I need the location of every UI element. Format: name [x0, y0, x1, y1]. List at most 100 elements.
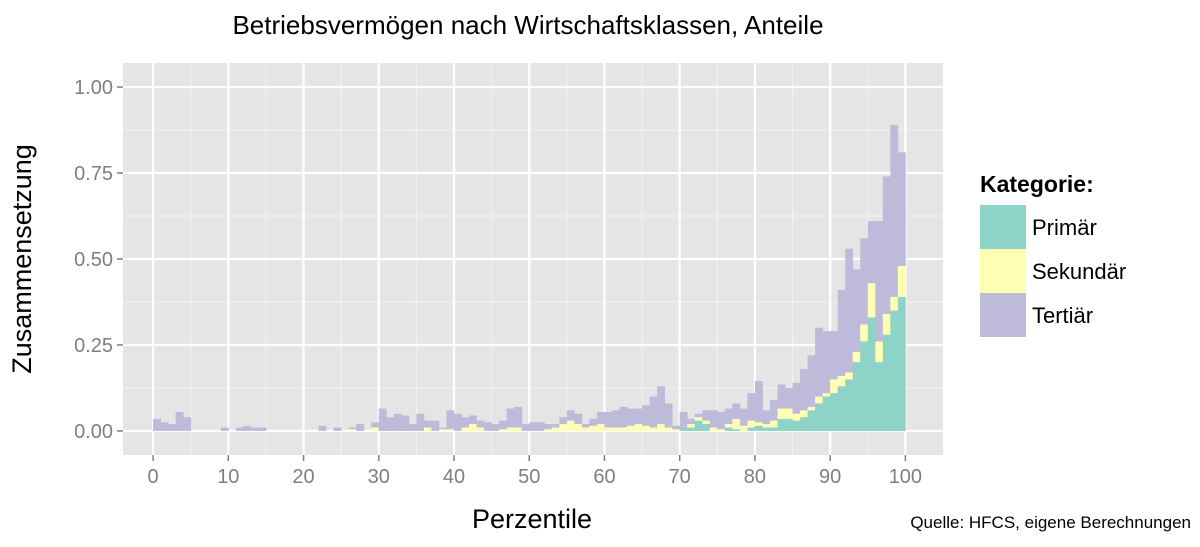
bar-segment — [634, 424, 643, 431]
bar-segment — [739, 425, 748, 431]
legend-key-tertiaer — [980, 293, 1026, 337]
bar-segment — [423, 427, 432, 431]
bar-segment — [837, 375, 846, 387]
bar-segment — [747, 427, 756, 431]
bar-segment — [822, 396, 831, 431]
bar-segment — [175, 412, 184, 431]
bar-segment — [581, 427, 590, 431]
y-tick-label: 0.75 — [74, 163, 113, 185]
bar-segment — [574, 424, 583, 431]
bar-segment — [777, 418, 786, 431]
bar-segment — [890, 124, 899, 297]
bar-segment — [551, 424, 560, 428]
bar-segment — [386, 417, 395, 431]
bar-segment — [739, 408, 748, 426]
bars — [153, 124, 906, 431]
bar-segment — [845, 379, 854, 431]
x-tick-label: 80 — [744, 466, 766, 488]
bar-segment — [469, 415, 477, 425]
bar-segment — [423, 420, 432, 428]
bar-segment — [860, 341, 869, 431]
legend-label-primaer: Primär — [1032, 215, 1097, 240]
bar-segment — [378, 408, 387, 431]
bar-segment — [724, 424, 733, 428]
bar-segment — [875, 362, 884, 431]
bar-segment — [724, 408, 733, 425]
legend-key-sekundaer — [980, 249, 1026, 293]
bar-segment — [830, 379, 839, 394]
chart-title: Betriebsvermögen nach Wirtschaftsklassen… — [232, 10, 823, 40]
bar-segment — [694, 420, 703, 431]
bar-segment — [499, 420, 508, 430]
bar-segment — [702, 424, 711, 431]
bar-segment — [318, 425, 327, 431]
bar-segment — [754, 381, 763, 423]
bar-segment — [754, 422, 763, 426]
bar-segment — [153, 418, 162, 431]
bar-segment — [574, 413, 583, 425]
bar-segment — [401, 415, 410, 431]
x-tick-label: 70 — [669, 466, 691, 488]
bar-segment — [852, 269, 861, 352]
bar-segment — [250, 427, 259, 431]
bar-segment — [619, 406, 628, 428]
bar-segment — [333, 427, 342, 431]
x-tick-label: 90 — [819, 466, 841, 488]
bar-segment — [822, 393, 831, 397]
x-tick-label: 50 — [518, 466, 540, 488]
bar-segment — [792, 382, 801, 414]
bar-segment — [446, 429, 455, 431]
bar-segment — [183, 417, 192, 431]
bar-segment — [491, 424, 500, 431]
y-tick-label: 0.50 — [74, 249, 113, 271]
legend-label-tertiaer: Tertiär — [1032, 303, 1093, 328]
bar-segment — [454, 413, 462, 431]
bar-segment — [469, 424, 477, 431]
bar-segment — [476, 420, 485, 428]
bar-segment — [785, 418, 793, 431]
bar-segment — [875, 221, 884, 342]
bar-segment — [702, 410, 711, 421]
bar-segment — [371, 427, 380, 431]
bar-segment — [882, 314, 891, 335]
bar-segment — [604, 427, 613, 431]
bar-segment — [845, 248, 854, 373]
bar-segment — [867, 283, 876, 318]
bar-segment — [807, 355, 816, 407]
bar-segment — [649, 427, 658, 431]
bar-segment — [438, 427, 447, 430]
bar-segment — [837, 386, 846, 431]
bar-segment — [499, 429, 508, 431]
bar-segment — [672, 425, 681, 430]
bar-segment — [506, 427, 515, 431]
bar-segment — [529, 422, 538, 431]
x-axis: 0 10 20 30 40 50 60 70 80 90 100 — [148, 455, 922, 488]
bar-segment — [694, 413, 703, 418]
x-tick-label: 10 — [217, 466, 239, 488]
bar-segment — [792, 413, 801, 421]
x-tick-label: 20 — [292, 466, 314, 488]
bar-segment — [476, 427, 485, 431]
bar-segment — [461, 427, 470, 431]
bar-segment — [815, 403, 824, 431]
bar-segment — [897, 296, 906, 431]
bar-segment — [717, 412, 726, 430]
bar-segment — [168, 424, 177, 431]
y-tick-label: 1.00 — [74, 77, 113, 99]
bar-segment — [822, 331, 831, 394]
legend-label-sekundaer: Sekundär — [1032, 259, 1126, 284]
bar-segment — [431, 420, 440, 431]
bar-segment — [258, 427, 267, 431]
bar-segment — [897, 265, 906, 297]
bar-segment — [514, 427, 523, 431]
bar-segment — [581, 424, 590, 428]
source-note: Quelle: HFCS, eigene Berechnungen — [910, 513, 1191, 532]
bar-segment — [589, 418, 598, 426]
bar-segment — [747, 393, 756, 421]
bar-segment — [544, 429, 553, 431]
bar-segment — [521, 424, 530, 431]
bar-segment — [672, 429, 681, 431]
bar-segment — [559, 417, 568, 425]
bar-segment — [800, 369, 808, 411]
